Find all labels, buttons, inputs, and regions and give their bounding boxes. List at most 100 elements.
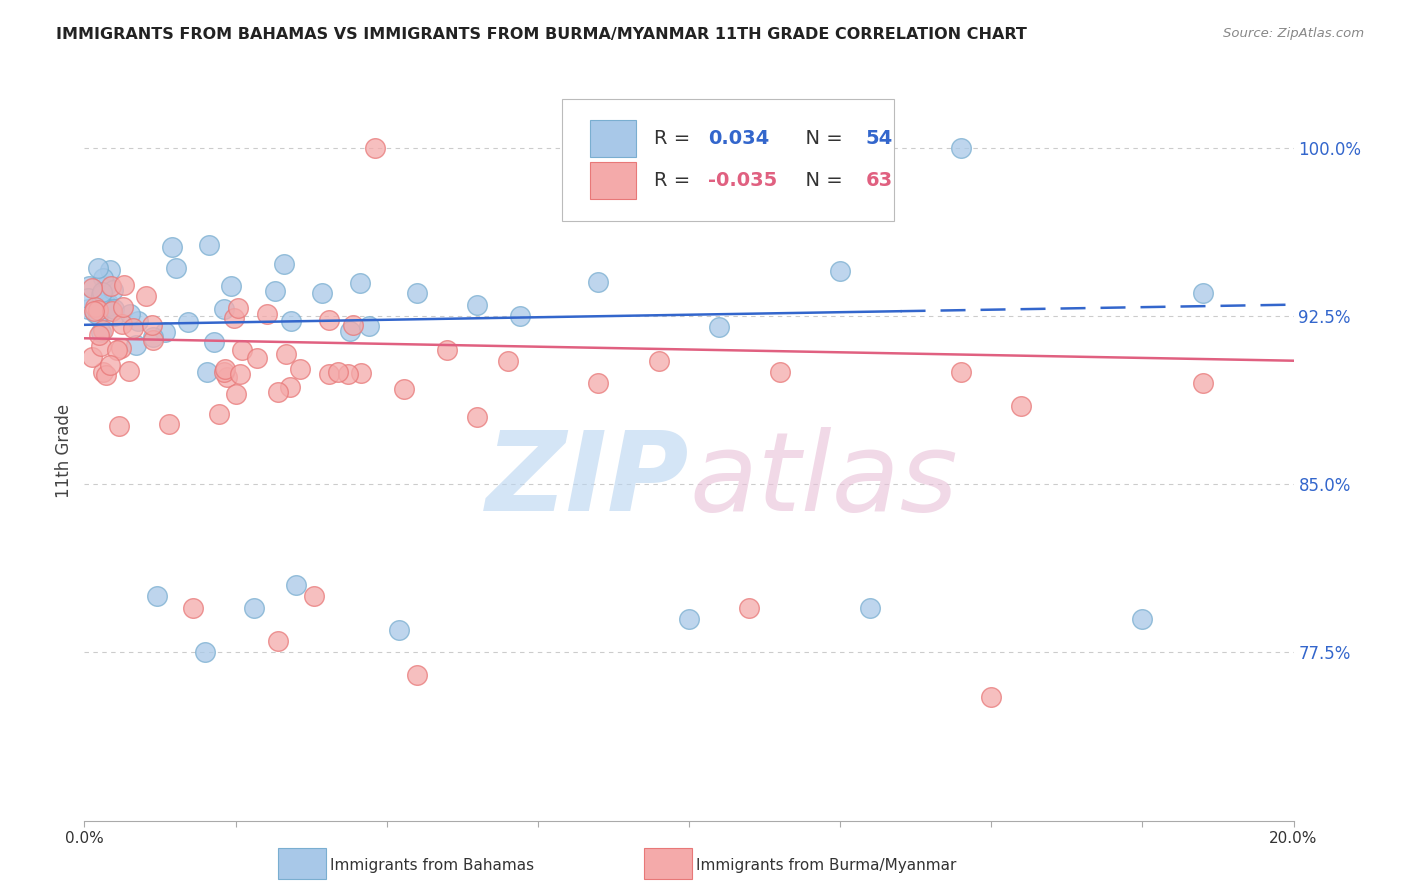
Point — [90, 285, 112, 299]
Point — [350, 367, 373, 381]
Point — [105, 343, 128, 358]
Point — [709, 320, 731, 334]
Point — [467, 409, 489, 424]
Point — [80, 351, 103, 365]
Point — [1011, 399, 1033, 413]
Point — [142, 330, 165, 344]
Point — [93, 365, 115, 379]
Point — [467, 298, 489, 312]
Point — [77, 301, 100, 316]
Point — [93, 323, 115, 337]
Text: 63: 63 — [866, 170, 893, 190]
Point — [77, 279, 100, 293]
Point — [112, 277, 135, 292]
Point — [242, 600, 264, 615]
Point — [648, 353, 671, 368]
Point — [280, 314, 302, 328]
Point — [339, 324, 361, 338]
Point — [141, 318, 163, 332]
Point — [406, 286, 429, 301]
Text: 0.034: 0.034 — [709, 128, 769, 147]
Point — [678, 612, 700, 626]
Point — [311, 286, 333, 301]
Point — [103, 301, 125, 316]
Point — [86, 309, 108, 323]
Point — [127, 314, 149, 328]
Point — [153, 325, 176, 339]
Point — [94, 279, 117, 293]
Point — [198, 238, 221, 252]
Point — [336, 367, 359, 381]
Point — [87, 303, 110, 318]
Point — [276, 347, 298, 361]
Point — [769, 365, 792, 379]
Point — [87, 328, 110, 343]
Point — [950, 365, 973, 379]
Point — [121, 321, 143, 335]
Point — [162, 240, 184, 254]
Point — [111, 317, 134, 331]
Point — [318, 313, 340, 327]
Point — [318, 367, 340, 381]
Point — [342, 318, 364, 332]
Point — [214, 362, 236, 376]
Point — [96, 368, 118, 382]
Point — [212, 365, 235, 379]
Bar — [589, 120, 636, 156]
Text: Immigrants from Burma/Myanmar: Immigrants from Burma/Myanmar — [696, 858, 956, 872]
Point — [83, 300, 105, 314]
Point — [231, 343, 253, 357]
Point — [392, 383, 415, 397]
Point — [181, 600, 204, 615]
Point — [202, 335, 225, 350]
Point — [165, 261, 187, 276]
Point — [214, 301, 236, 316]
Point — [194, 645, 217, 659]
Point — [117, 364, 139, 378]
Text: IMMIGRANTS FROM BAHAMAS VS IMMIGRANTS FROM BURMA/MYANMAR 11TH GRADE CORRELATION : IMMIGRANTS FROM BAHAMAS VS IMMIGRANTS FR… — [56, 27, 1028, 42]
Point — [1192, 286, 1215, 301]
Point — [87, 261, 110, 276]
Text: ZIP: ZIP — [485, 426, 689, 533]
Point — [349, 276, 371, 290]
Point — [110, 341, 132, 355]
Point — [363, 140, 385, 154]
Point — [118, 307, 141, 321]
Point — [135, 288, 157, 302]
Point — [90, 287, 112, 301]
Point — [90, 325, 112, 339]
Point — [267, 384, 290, 399]
Y-axis label: 11th Grade: 11th Grade — [55, 403, 73, 498]
Point — [100, 279, 122, 293]
Point — [980, 690, 1002, 705]
Point — [859, 600, 882, 615]
Point — [142, 333, 165, 347]
Point — [267, 634, 290, 648]
Point — [97, 299, 120, 313]
Text: N =: N = — [793, 170, 849, 190]
Point — [388, 623, 411, 637]
Point — [97, 296, 120, 310]
Point — [82, 281, 104, 295]
Point — [176, 315, 198, 329]
Point — [98, 262, 121, 277]
Point — [1132, 612, 1154, 626]
Bar — [589, 161, 636, 199]
Point — [146, 589, 169, 603]
Text: -0.035: -0.035 — [709, 170, 778, 190]
Point — [285, 578, 308, 592]
Point — [328, 365, 350, 379]
Text: atlas: atlas — [689, 426, 957, 533]
Point — [588, 376, 610, 391]
Point — [103, 310, 125, 324]
Point — [222, 311, 245, 326]
FancyBboxPatch shape — [562, 99, 894, 221]
Point — [830, 264, 852, 278]
Point — [90, 339, 112, 353]
Point — [290, 362, 312, 376]
Point — [245, 351, 267, 365]
Point — [112, 300, 135, 314]
Text: Immigrants from Bahamas: Immigrants from Bahamas — [330, 858, 534, 872]
Point — [1192, 376, 1215, 391]
Text: N =: N = — [793, 128, 849, 147]
